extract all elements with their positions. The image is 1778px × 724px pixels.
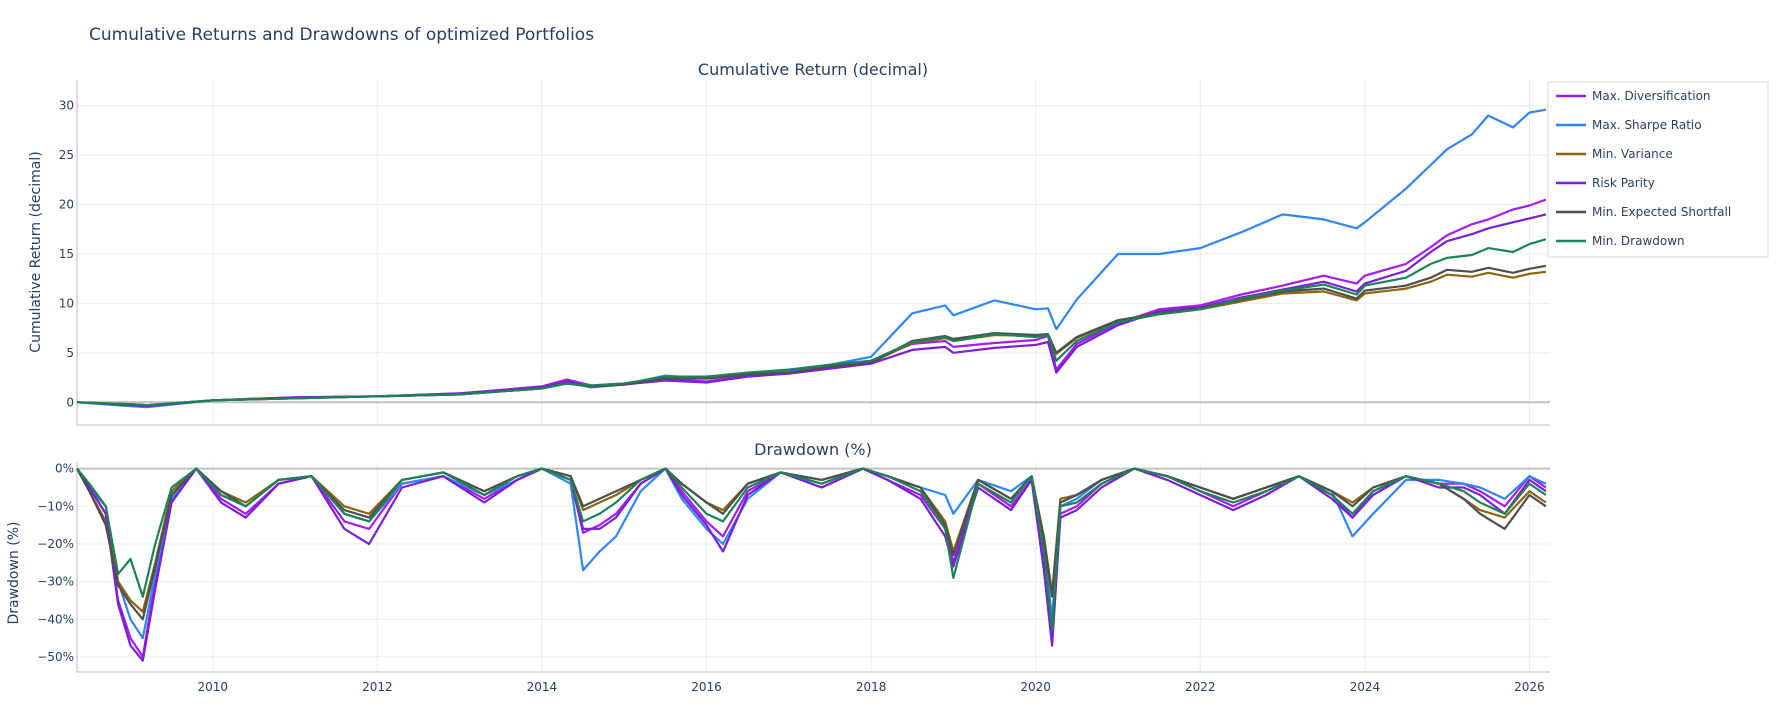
legend-label-max-sharpe-ratio: Max. Sharpe Ratio	[1592, 118, 1702, 132]
legend-label-min-drawdown: Min. Drawdown	[1592, 234, 1685, 248]
cumulative-return-panel-title: Cumulative Return (decimal)	[698, 60, 928, 79]
drawdown-y-tick-label: −40%	[37, 612, 74, 626]
legend-label-min-variance: Min. Variance	[1592, 147, 1673, 161]
cumulative-return-grid	[77, 80, 1550, 425]
x-tick-label: 2010	[198, 680, 229, 694]
x-tick-label: 2022	[1185, 680, 1216, 694]
cumret-y-tick-label: 5	[66, 346, 74, 360]
cumret-y-tick-label: 25	[59, 148, 74, 162]
x-tick-label: 2016	[691, 680, 722, 694]
cumret-line-max-sharpe-ratio	[76, 108, 1547, 409]
cumulative-return-series	[76, 108, 1547, 409]
drawdown-line-min-variance	[76, 467, 1547, 613]
drawdown-line-min-drawdown	[76, 467, 1547, 632]
cumulative-return-panel: Cumulative Return (decimal) Cumulative R…	[28, 60, 1550, 426]
x-tick-label: 2026	[1514, 680, 1545, 694]
drawdown-grid	[77, 463, 1550, 672]
x-tick-label: 2014	[527, 680, 558, 694]
figure-title: Cumulative Returns and Drawdowns of opti…	[89, 25, 594, 45]
drawdown-y-tick-label: −20%	[37, 537, 74, 551]
drawdown-y-tick-label: −30%	[37, 575, 74, 589]
cumret-y-tick-label: 30	[59, 99, 74, 113]
legend-label-max-diversification: Max. Diversification	[1592, 89, 1711, 103]
legend-items: Max. Diversification Max. Sharpe Ratio Min…	[1556, 89, 1731, 248]
cumret-y-tick-label: 20	[59, 198, 74, 212]
drawdown-y-tick-label: −10%	[37, 499, 74, 513]
drawdown-y-tick-label: 0%	[55, 462, 74, 476]
legend: Max. Diversification Max. Sharpe Ratio Min…	[1547, 81, 1769, 258]
legend-label-min-expected-shortfall: Min. Expected Shortfall	[1592, 205, 1731, 219]
cumret-y-tick-label: 15	[59, 247, 74, 261]
x-tick-label: 2012	[362, 680, 393, 694]
cumulative-return-y-ticks: 0 5 10 15 20 25 30	[59, 99, 74, 410]
x-tick-label: 2024	[1350, 680, 1381, 694]
cumret-line-min-drawdown	[76, 238, 1547, 407]
cumret-y-tick-label: 10	[59, 296, 74, 310]
x-tick-label: 2018	[856, 680, 887, 694]
legend-box	[1547, 81, 1769, 258]
drawdown-series	[76, 467, 1547, 662]
cumret-line-min-variance	[76, 270, 1547, 407]
drawdown-y-ticks: 0% −10% −20% −30% −40% −50%	[37, 462, 74, 664]
drawdown-x-ticks: 2010 2012 2014 2016 2018 2020 2022 2024 2026	[198, 680, 1545, 694]
drawdown-y-axis-label: Drawdown (%)	[6, 521, 22, 624]
drawdown-panel-title: Drawdown (%)	[754, 440, 872, 459]
legend-label-risk-parity: Risk Parity	[1592, 176, 1655, 190]
cumret-line-min-expected-shortfall	[76, 264, 1547, 407]
cumret-line-max-diversification	[76, 198, 1547, 408]
drawdown-y-tick-label: −50%	[37, 650, 74, 664]
cumulative-return-y-axis-label: Cumulative Return (decimal)	[28, 151, 44, 352]
cumret-line-risk-parity	[76, 213, 1547, 408]
x-tick-label: 2020	[1020, 680, 1051, 694]
drawdown-line-risk-parity	[76, 467, 1547, 662]
drawdown-line-max-diversification	[76, 467, 1547, 658]
drawdown-panel: Drawdown (%) Drawdown (%) 0% −10% −20% −30%…	[6, 440, 1550, 694]
cumret-y-tick-label: 0	[66, 395, 74, 409]
